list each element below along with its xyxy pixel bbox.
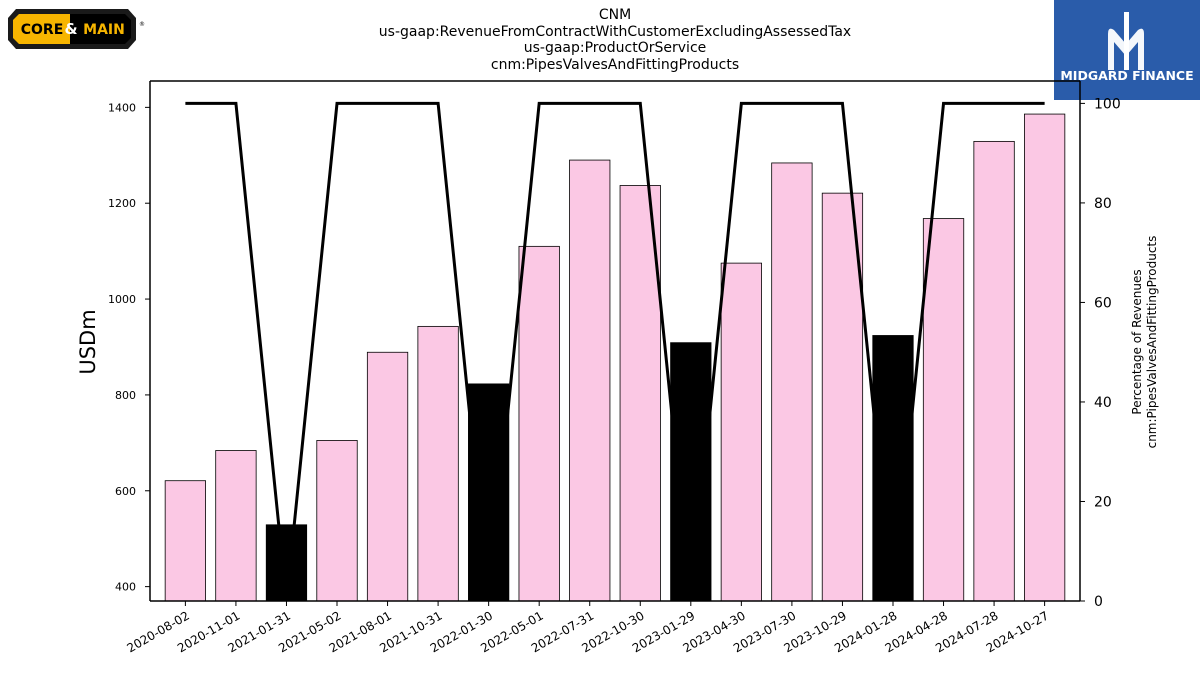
- y2-axis-label-line-2: cnm:PipesValvesAndFittingProducts: [1145, 236, 1159, 449]
- bar-2022-10-30: [619, 185, 661, 602]
- svg-text:&: &: [64, 20, 77, 38]
- bars-layer: [164, 113, 1066, 602]
- y2-axis-label-line-1: Percentage of Revenues: [1130, 269, 1144, 414]
- title-line-3: us-gaap:ProductOrService: [523, 40, 707, 56]
- title-line-1: CNM: [598, 7, 632, 23]
- y-axis-right: 0 20 40 60 80 100: [1080, 96, 1121, 610]
- bar-2020-08-02: [164, 480, 206, 602]
- svg-text:CORE: CORE: [21, 22, 64, 38]
- y-tick-label: 1000: [108, 293, 136, 306]
- bar-2022-07-31: [569, 159, 611, 602]
- bar-2020-11-01: [215, 450, 257, 602]
- y2-tick-label: 0: [1094, 594, 1103, 610]
- bar-2024-04-28: [922, 218, 965, 602]
- y-tick-label: 600: [115, 485, 136, 498]
- bar-2021-05-02: [316, 440, 358, 602]
- bar-2023-10-29: [821, 192, 864, 602]
- svg-text:®: ®: [139, 21, 145, 28]
- y2-tick-label: 60: [1094, 295, 1112, 311]
- bar-2023-04-30: [720, 262, 762, 602]
- y2-tick-label: 80: [1094, 196, 1112, 212]
- bar-2021-10-31: [417, 325, 459, 602]
- y-axis-left: 400 600 800 1000 1200 1400: [108, 101, 150, 594]
- bar-2023-07-30: [771, 162, 813, 602]
- axes-frame: [149, 80, 1081, 602]
- bar-2022-01-30: [468, 383, 510, 602]
- x-axis: 2020-08-022020-11-012021-01-312021-05-02…: [124, 601, 1051, 655]
- y-tick-label: 1200: [108, 197, 136, 210]
- title-line-2: us-gaap:RevenueFromContractWithCustomerE…: [378, 23, 852, 40]
- y2-tick-label: 20: [1094, 494, 1112, 510]
- bar-2024-10-27: [1024, 113, 1066, 602]
- midgard-finance-text: MIDGARD FINANCE: [1060, 68, 1194, 83]
- midgard-finance-logo: MIDGARD FINANCE: [1054, 0, 1200, 100]
- bar-2024-07-28: [973, 140, 1015, 602]
- y-tick-label: 1400: [108, 101, 136, 114]
- title-line-4: cnm:PipesValvesAndFittingProducts: [490, 56, 740, 73]
- percentage-line: [185, 101, 1045, 602]
- y-tick-label: 800: [115, 389, 136, 402]
- y2-tick-label: 40: [1094, 395, 1112, 411]
- y2-tick-label: 100: [1094, 96, 1121, 112]
- core-and-main-logo: CORE & MAIN ®: [8, 9, 145, 49]
- bar-2021-08-01: [366, 351, 409, 602]
- svg-text:MAIN: MAIN: [83, 22, 125, 38]
- line-layer: [185, 101, 1045, 602]
- bar-2022-05-01: [518, 245, 560, 602]
- y-axis-label: USDm: [76, 309, 100, 374]
- y-tick-label: 400: [115, 581, 136, 594]
